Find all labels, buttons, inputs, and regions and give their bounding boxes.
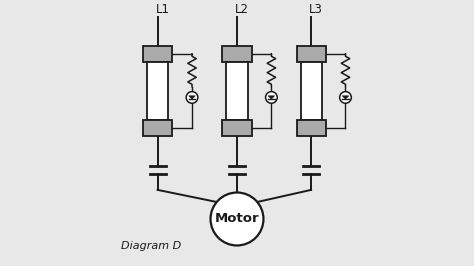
Bar xyxy=(222,46,252,61)
Bar xyxy=(297,46,326,61)
Text: L1: L1 xyxy=(155,3,169,16)
Bar xyxy=(227,61,247,120)
Text: Diagram D: Diagram D xyxy=(120,241,181,251)
Bar xyxy=(143,120,172,136)
Circle shape xyxy=(186,92,198,103)
Text: L3: L3 xyxy=(309,3,323,16)
Circle shape xyxy=(265,92,277,103)
Text: L2: L2 xyxy=(235,3,249,16)
Polygon shape xyxy=(342,96,349,99)
Bar xyxy=(147,61,168,120)
Circle shape xyxy=(210,193,264,246)
Bar xyxy=(297,120,326,136)
Bar xyxy=(301,61,322,120)
Text: Motor: Motor xyxy=(215,213,259,226)
Bar xyxy=(143,46,172,61)
Polygon shape xyxy=(189,96,195,99)
Bar xyxy=(222,120,252,136)
Circle shape xyxy=(340,92,351,103)
Polygon shape xyxy=(268,96,274,99)
